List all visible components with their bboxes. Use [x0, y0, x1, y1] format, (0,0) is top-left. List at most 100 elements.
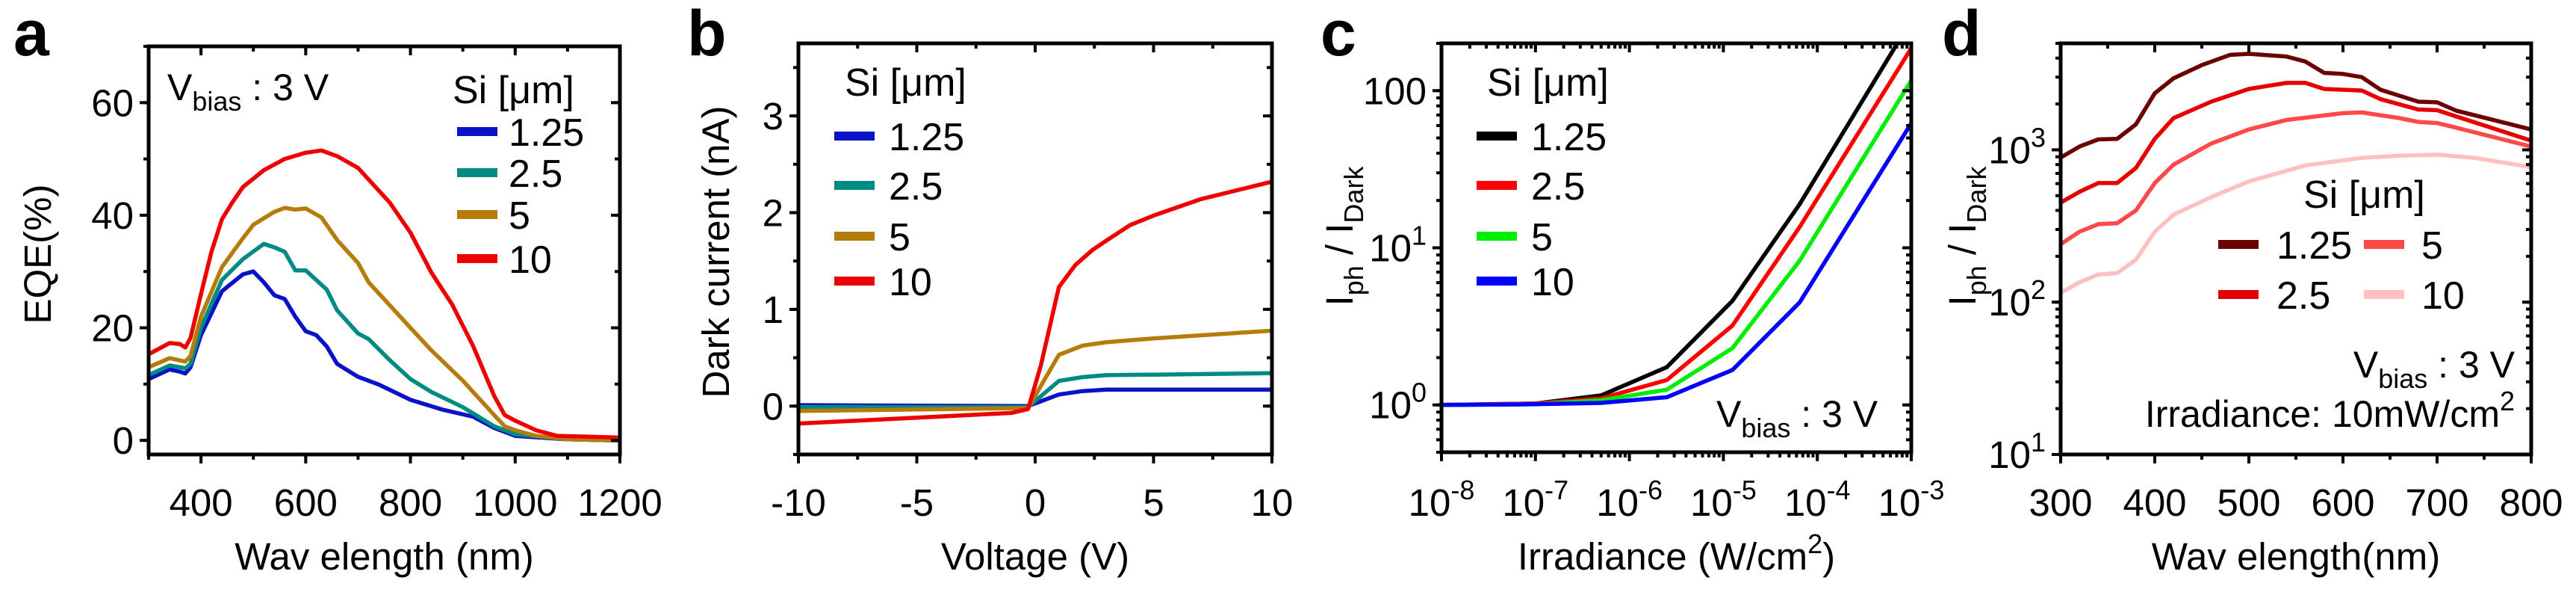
legend-swatch: [457, 168, 497, 177]
series-line-2_5: [2061, 81, 2531, 205]
legend-label: 1.25: [889, 116, 964, 159]
series-line-10: [149, 148, 620, 440]
legend-label: 5: [509, 194, 530, 238]
tick-exponent: -3: [1920, 475, 1944, 505]
x-tick-label: -5: [900, 481, 934, 524]
legend-label: 10: [1531, 261, 1574, 304]
x-tick-label: 10-7: [1502, 475, 1568, 524]
tick-exponent: -7: [1545, 475, 1568, 505]
tick-base: 10: [1988, 434, 2031, 476]
x-tick-label: 600: [274, 481, 338, 524]
series-line-5: [2061, 110, 2531, 246]
x-tick-label: 10-3: [1878, 475, 1945, 524]
legend-swatch: [457, 254, 497, 263]
y-tick-label: 60: [91, 81, 134, 124]
legend-swatch: [1477, 181, 1517, 190]
x-tick-label: 10: [1251, 481, 1294, 524]
series-line-5: [149, 206, 620, 443]
tick-base: 10: [1502, 481, 1545, 524]
x-tick-label: 800: [379, 481, 442, 524]
legend-swatch: [1477, 232, 1517, 241]
x-tick-label: 10-4: [1784, 475, 1851, 524]
annotation: Vbias : 3 V: [2353, 344, 2516, 394]
label-segment: Wav elength(nm): [2152, 535, 2440, 578]
y-tick-label: 2: [763, 191, 783, 234]
label-segment: V: [167, 67, 193, 108]
legend-swatch: [2218, 240, 2259, 249]
y-tick-label: 100: [1369, 377, 1427, 427]
tick-exponent: -8: [1450, 475, 1474, 505]
panel-letter: c: [1320, 0, 1356, 70]
legend-swatch: [457, 127, 497, 136]
legend-swatch: [2364, 240, 2404, 249]
legend-label: 2.5: [1531, 165, 1585, 209]
label-segment: V: [2353, 344, 2379, 386]
label-segment: / I: [1318, 223, 1361, 266]
label-segment: Irradiance: 10mW/cm: [2145, 393, 2500, 435]
legend-label: 2.5: [2276, 274, 2330, 318]
x-tick-label: 700: [2405, 481, 2468, 524]
annotation: Irradiance: 10mW/cm2: [2145, 386, 2515, 435]
label-segment: ph: [1961, 265, 1992, 295]
series-line-10: [1441, 122, 1911, 407]
x-tick-label: 800: [2499, 481, 2563, 524]
tick-base: 10: [1784, 481, 1827, 524]
series-line-5: [798, 328, 1272, 413]
legend-swatch: [834, 232, 875, 241]
tick-base: 10: [1369, 384, 1412, 427]
tick-base: 10: [1409, 481, 1451, 524]
label-segment: I: [1941, 295, 1984, 306]
legend-label: 2.5: [889, 165, 943, 209]
legend-swatch: [2364, 290, 2404, 299]
y-tick-label: 40: [91, 194, 134, 237]
series-line-10: [798, 179, 1272, 426]
legend-label: 2.5: [509, 152, 562, 196]
tick-exponent: -4: [1827, 475, 1851, 505]
y-axis-title: EQE(%): [16, 184, 59, 324]
tick-base: 10: [1596, 481, 1639, 524]
y-tick-label: 20: [91, 307, 134, 350]
tick-exponent: 2: [2031, 274, 2046, 305]
x-tick-label: 10-6: [1596, 475, 1663, 524]
legend-swatch: [834, 132, 875, 141]
label-segment: Voltage (V): [941, 535, 1129, 578]
x-tick-label: 0: [1025, 481, 1046, 524]
y-tick-label: 0: [113, 419, 134, 462]
tick-base: 10: [1988, 281, 2031, 324]
label-segment: Irradiance (W/cm: [1518, 535, 1807, 578]
legend-label: 10: [889, 261, 932, 304]
legend-label: 1.25: [509, 111, 584, 155]
y-tick-label: 3: [763, 95, 783, 138]
tick-exponent: 3: [2031, 122, 2046, 152]
legend-title: Si [μm]: [845, 61, 966, 105]
legend-swatch: [2218, 290, 2259, 299]
legend-swatch: [457, 210, 497, 219]
legend-label: 5: [1531, 216, 1553, 259]
label-segment: / I: [1941, 223, 1984, 266]
series-line-1_25: [2061, 52, 2531, 160]
label-segment: bias: [1741, 413, 1790, 443]
label-segment: : 3 V: [1790, 393, 1878, 435]
tick-base: 10: [1690, 481, 1733, 524]
label-segment: bias: [192, 86, 241, 117]
plot-frame: [2058, 41, 2533, 457]
y-tick-label: 102: [1988, 274, 2046, 324]
y-tick-label: 1: [763, 289, 783, 331]
plot-frame: [1439, 41, 1914, 454]
panel-letter: b: [687, 0, 727, 70]
y-axis-title: Iph / IDark: [1941, 166, 1992, 306]
legend-swatch: [834, 277, 875, 286]
label-segment: bias: [2378, 363, 2427, 394]
panel-a: a 400 600 800 1000 1200 0 20 40 60 Wav elength (nm…: [13, 0, 662, 578]
tick-base: 10: [1369, 227, 1412, 270]
legend-swatch: [1477, 132, 1517, 141]
y-tick-label: 101: [1369, 221, 1427, 270]
label-segment: Dark: [1338, 166, 1369, 223]
